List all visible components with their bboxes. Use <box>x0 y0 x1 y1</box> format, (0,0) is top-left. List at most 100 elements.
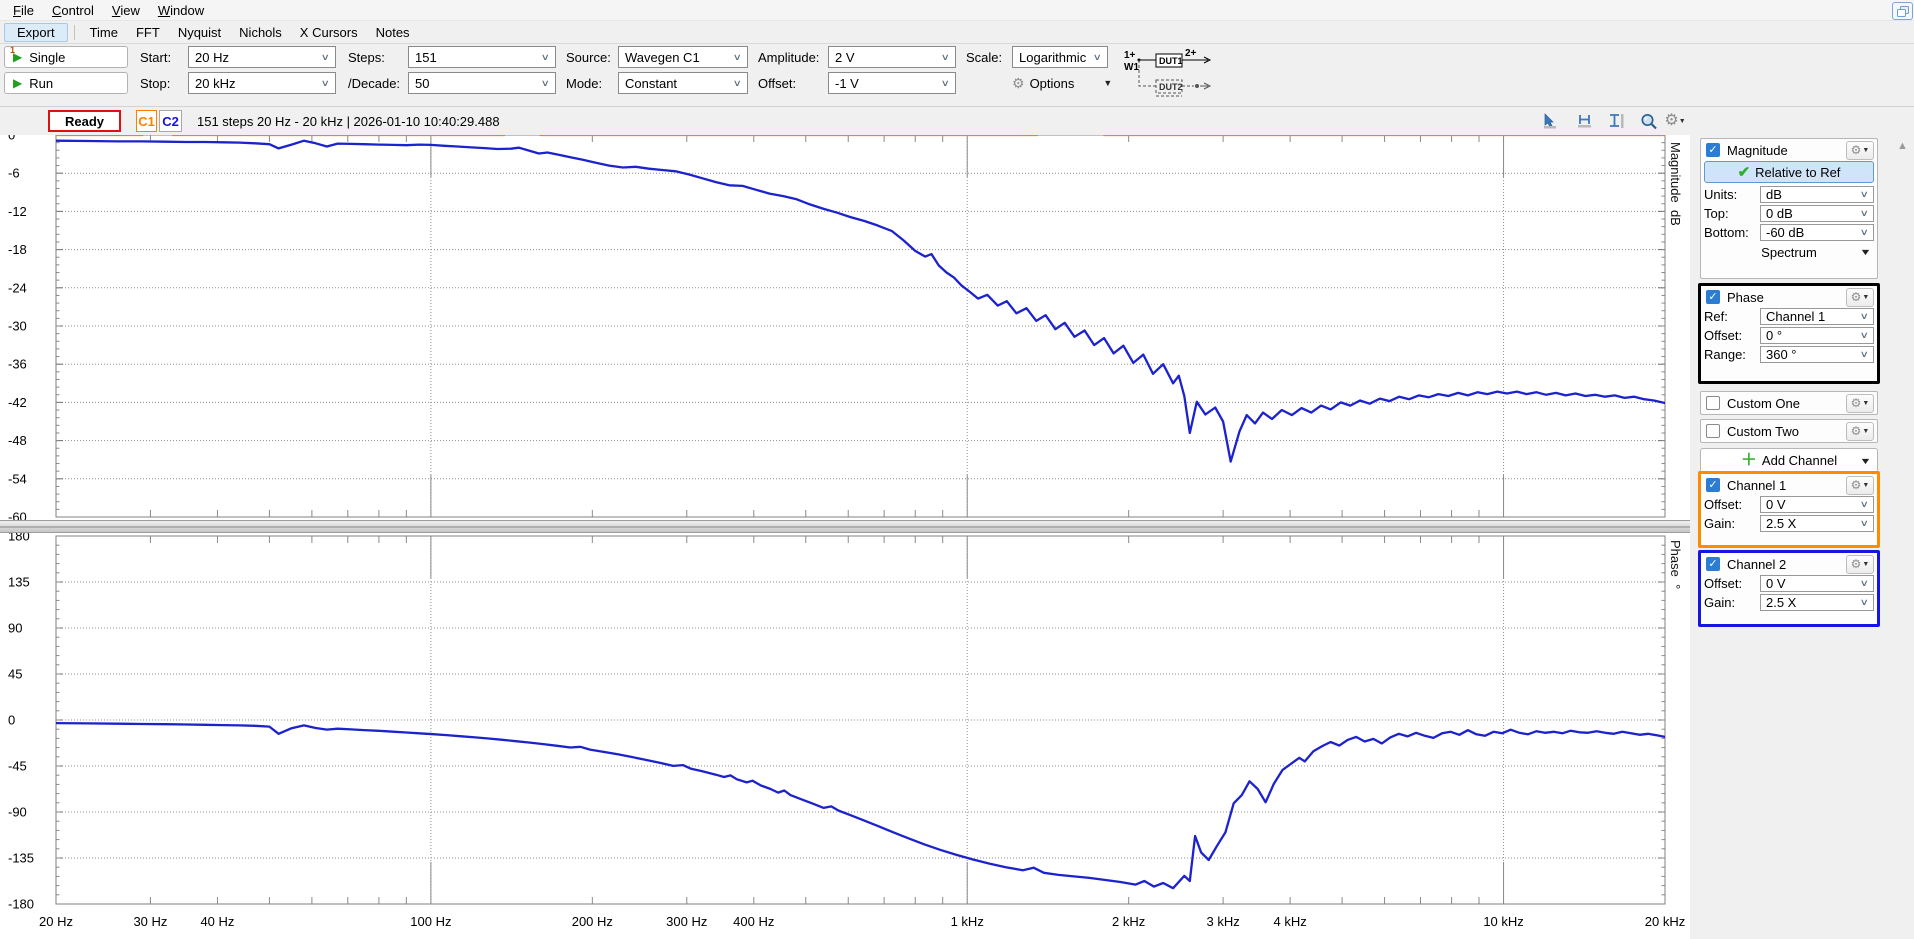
source-label: Source: <box>566 49 611 65</box>
svg-text:45: 45 <box>8 667 22 682</box>
phase-offset-value: 0 ° <box>1766 328 1783 343</box>
channel2-title: Channel 2 <box>1727 556 1787 572</box>
chevron-down-icon: ∨ <box>733 77 743 88</box>
zoom-button[interactable] <box>1638 111 1660 131</box>
custom-one-gear-button[interactable]: ⚙ ▼ <box>1846 393 1874 413</box>
dut2-label: DUT2 <box>1159 82 1183 92</box>
channel1-gear-button[interactable]: ⚙ ▼ <box>1846 475 1874 495</box>
channel1-indicator[interactable]: C1 <box>136 110 157 132</box>
phase-ref-combo[interactable]: Channel 1 ∨ <box>1760 308 1874 325</box>
single-button[interactable]: ▶ 1 Single <box>4 46 128 68</box>
svg-text:3 kHz: 3 kHz <box>1206 914 1239 929</box>
tab-x-cursors[interactable]: X Cursors <box>299 24 358 40</box>
scale-combo[interactable]: Logarithmic ∨ <box>1012 46 1108 68</box>
menu-window[interactable]: Window <box>157 2 205 18</box>
steps-combo[interactable]: 151 ∨ <box>408 46 556 68</box>
scale-value: Logarithmic <box>1019 49 1087 65</box>
options-button[interactable]: ⚙ Options ▼ <box>1012 72 1112 94</box>
custom-two-checkbox[interactable] <box>1706 424 1720 438</box>
menu-control[interactable]: Control <box>51 2 94 18</box>
menu-file[interactable]: File <box>13 2 34 18</box>
gear-icon: ⚙ <box>1012 75 1025 91</box>
plot-status-bar: Ready C1 C2 151 steps 20 Hz - 20 kHz | 2… <box>0 107 1690 135</box>
chevron-down-icon: ∨ <box>1860 208 1870 218</box>
add-channel-button[interactable]: ＋ Add Channel ▼ <box>1700 448 1878 473</box>
amplitude-combo[interactable]: 2 V ∨ <box>828 46 956 68</box>
quick-measure-button[interactable] <box>1540 111 1562 131</box>
channel2-checkbox[interactable]: ✓ <box>1706 557 1720 571</box>
chevron-down-icon: ∨ <box>321 51 331 62</box>
svg-text:400 Hz: 400 Hz <box>733 914 774 929</box>
plot-splitter-handle[interactable] <box>0 520 1690 533</box>
menu-view[interactable]: View <box>111 2 140 18</box>
custom-two-gear-button[interactable]: ⚙ ▼ <box>1846 421 1874 441</box>
units-combo[interactable]: dB ∨ <box>1760 186 1874 203</box>
tab-separator <box>73 24 75 40</box>
magnitude-checkbox[interactable]: ✓ <box>1706 143 1720 157</box>
tab-export[interactable]: Export <box>4 22 68 42</box>
horizontal-cursors-button[interactable] <box>1574 111 1596 131</box>
magnitude-gear-button[interactable]: ⚙ ▼ <box>1846 140 1874 160</box>
phase-offset-combo[interactable]: 0 ° ∨ <box>1760 327 1874 344</box>
phase-checkbox[interactable]: ✓ <box>1706 290 1720 304</box>
tab-nichols[interactable]: Nichols <box>239 24 282 40</box>
bode-plots[interactable]: 0-6-12-18-24-30-36-42-48-54-601801359045… <box>0 0 1690 939</box>
single-play-icon: ▶ 1 <box>10 45 23 64</box>
run-button[interactable]: ▶ Run <box>4 72 128 94</box>
tab-fft[interactable]: FFT <box>135 24 160 40</box>
vertical-cursors-button[interactable] <box>1606 111 1628 131</box>
tab-time[interactable]: Time <box>89 24 118 40</box>
gear-icon: ⚙ <box>1850 424 1862 438</box>
phase-gear-button[interactable]: ⚙ ▼ <box>1846 287 1874 307</box>
channel1-checkbox[interactable]: ✓ <box>1706 478 1720 492</box>
tab-notes[interactable]: Notes <box>375 24 410 40</box>
offset-combo[interactable]: -1 V ∨ <box>828 72 956 94</box>
channel2-indicator[interactable]: C2 <box>159 110 182 132</box>
magnitude-axis-title: Magnitude dB <box>1668 142 1683 226</box>
scale-label: Scale: <box>966 49 1003 65</box>
start-combo[interactable]: 20 Hz ∨ <box>188 46 336 68</box>
top-combo[interactable]: 0 dB ∨ <box>1760 205 1874 222</box>
plot-settings-button[interactable]: ⚙ ▼ <box>1664 111 1686 131</box>
chevron-down-icon: ∨ <box>941 51 951 62</box>
phase-trace <box>56 721 1665 890</box>
bottom-value: -60 dB <box>1766 225 1805 240</box>
custom-two-section: Custom Two ⚙ ▼ <box>1700 419 1878 443</box>
channel2-gain-combo[interactable]: 2.5 X ∨ <box>1760 594 1874 611</box>
panel-scroll-up-arrow[interactable]: ▲ <box>1897 140 1908 152</box>
single-badge: 1 <box>10 45 16 55</box>
phase-range-combo[interactable]: 360 ° ∨ <box>1760 346 1874 363</box>
overlapping-windows-icon <box>1896 5 1909 17</box>
custom-one-checkbox[interactable] <box>1706 396 1720 410</box>
svg-text:-36: -36 <box>8 357 27 372</box>
relative-to-ref-button[interactable]: ✔ Relative to Ref <box>1704 161 1874 183</box>
bottom-label: Bottom: <box>1704 225 1749 240</box>
channel1-offset-combo[interactable]: 0 V ∨ <box>1760 496 1874 513</box>
svg-text:40 Hz: 40 Hz <box>200 914 234 929</box>
relative-to-ref-label: Relative to Ref <box>1755 164 1841 180</box>
run-play-icon: ▶ <box>13 76 23 90</box>
spectrum-expander[interactable]: Spectrum ▼ <box>1704 242 1874 262</box>
source-combo[interactable]: Wavegen C1 ∨ <box>618 46 748 68</box>
mode-combo[interactable]: Constant ∨ <box>618 72 748 94</box>
steps-value: 151 <box>415 49 437 65</box>
dut1-out-label: 2+ <box>1185 48 1197 59</box>
per-decade-combo[interactable]: 50 ∨ <box>408 72 556 94</box>
chevron-down-icon: ▼ <box>1859 247 1872 257</box>
svg-text:-54: -54 <box>8 471 27 486</box>
tab-nyquist[interactable]: Nyquist <box>177 24 222 40</box>
bottom-combo[interactable]: -60 dB ∨ <box>1760 224 1874 241</box>
channel2-offset-combo[interactable]: 0 V ∨ <box>1760 575 1874 592</box>
chevron-down-icon: ∨ <box>1860 499 1870 509</box>
chevron-down-icon: ▼ <box>1678 117 1686 125</box>
plus-icon: ＋ <box>1740 451 1757 469</box>
dut-wiring-diagram: 1+ W1 DUT1 2+ DUT2 <box>1124 48 1212 97</box>
undock-window-button[interactable] <box>1892 2 1913 20</box>
svg-text:-12: -12 <box>8 204 27 219</box>
chevron-down-icon: ∨ <box>941 77 951 88</box>
channel2-gear-button[interactable]: ⚙ ▼ <box>1846 554 1874 574</box>
stop-combo[interactable]: 20 kHz ∨ <box>188 72 336 94</box>
channel1-gain-combo[interactable]: 2.5 X ∨ <box>1760 515 1874 532</box>
phase-section: ✓ Phase ⚙ ▼ Ref: Channel 1 ∨ Offset: 0 ° ∨ … <box>1698 283 1880 384</box>
chevron-down-icon: ∨ <box>1860 578 1870 588</box>
